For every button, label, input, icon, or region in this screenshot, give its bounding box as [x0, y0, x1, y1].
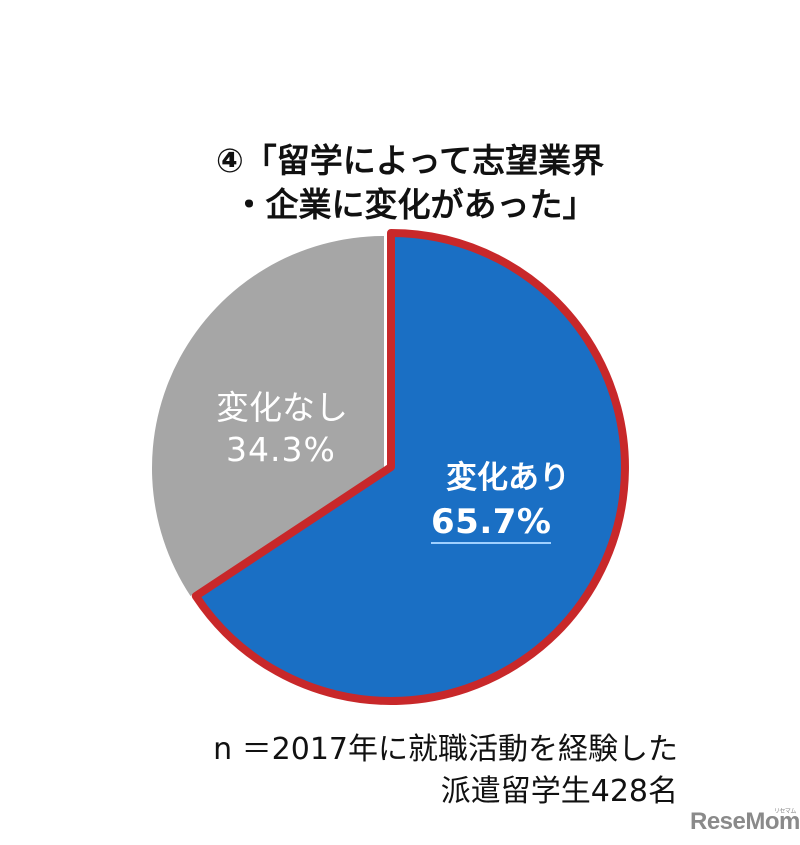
chart-title-line-1: ④「留学によって志望業界	[215, 141, 605, 180]
slice-label-change: 変化あり	[446, 460, 570, 496]
resemom-logo: ReseMom リセマム	[690, 808, 800, 836]
slice-label-no-change: 変化なし	[216, 388, 348, 427]
slice-value-change: 65.7%	[431, 502, 552, 544]
sample-note-line-2: 派遣留学生428名	[440, 774, 678, 809]
logo-text: ReseMom	[690, 808, 800, 835]
sample-note-line-1: n ＝2017年に就職活動を経験した	[213, 732, 678, 767]
chart-title-line-2: ・企業に変化があった」	[232, 185, 596, 224]
slice-value-no-change: 34.3%	[226, 430, 336, 469]
logo-kana: リセマム	[773, 809, 797, 815]
pie-slice-change	[191, 229, 629, 705]
